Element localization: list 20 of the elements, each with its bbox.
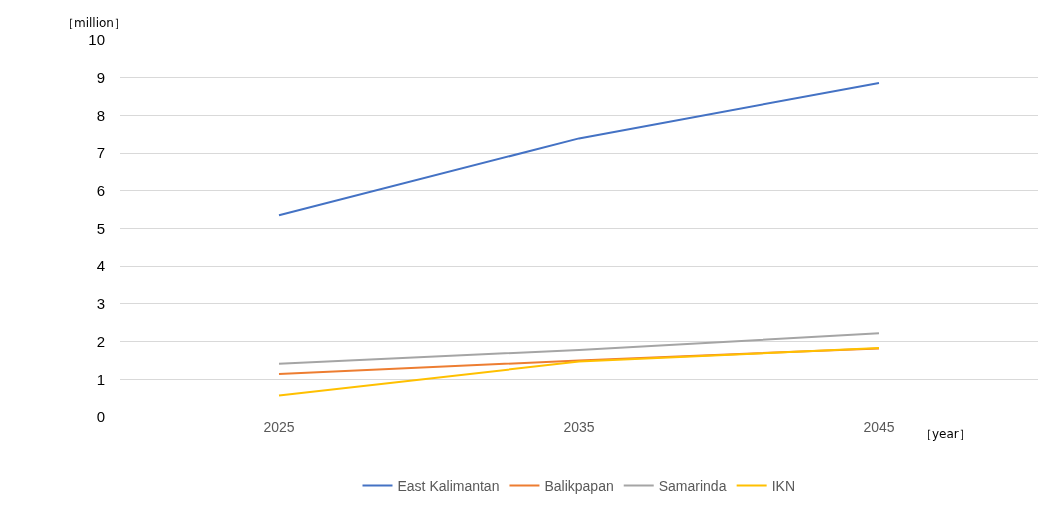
x-axis-title: ［year］ [920, 427, 971, 441]
y-tick-label: 1 [96, 370, 105, 388]
y-tick-label: 9 [96, 68, 105, 86]
legend-label: Samarinda [658, 477, 727, 494]
x-tick-label: 2025 [263, 419, 295, 435]
legend-label: IKN [771, 477, 795, 494]
y-tick-label: 6 [96, 182, 105, 200]
y-tick-label: 3 [96, 295, 105, 313]
y-tick-label: 7 [96, 144, 105, 162]
y-tick-label: 10 [88, 31, 105, 49]
legend-label: Balikpapan [544, 477, 614, 494]
y-tick-label: 5 [96, 219, 105, 237]
y-tick-label: 2 [96, 332, 105, 350]
y-tick-label: 4 [96, 257, 105, 275]
y-axis-title: ［million］ [62, 16, 126, 30]
x-tick-label: 2035 [563, 419, 595, 435]
x-tick-label: 2045 [863, 419, 895, 435]
y-tick-label: 8 [96, 106, 105, 124]
y-tick-label: 0 [96, 408, 105, 426]
legend-label: East Kalimantan [397, 477, 500, 494]
